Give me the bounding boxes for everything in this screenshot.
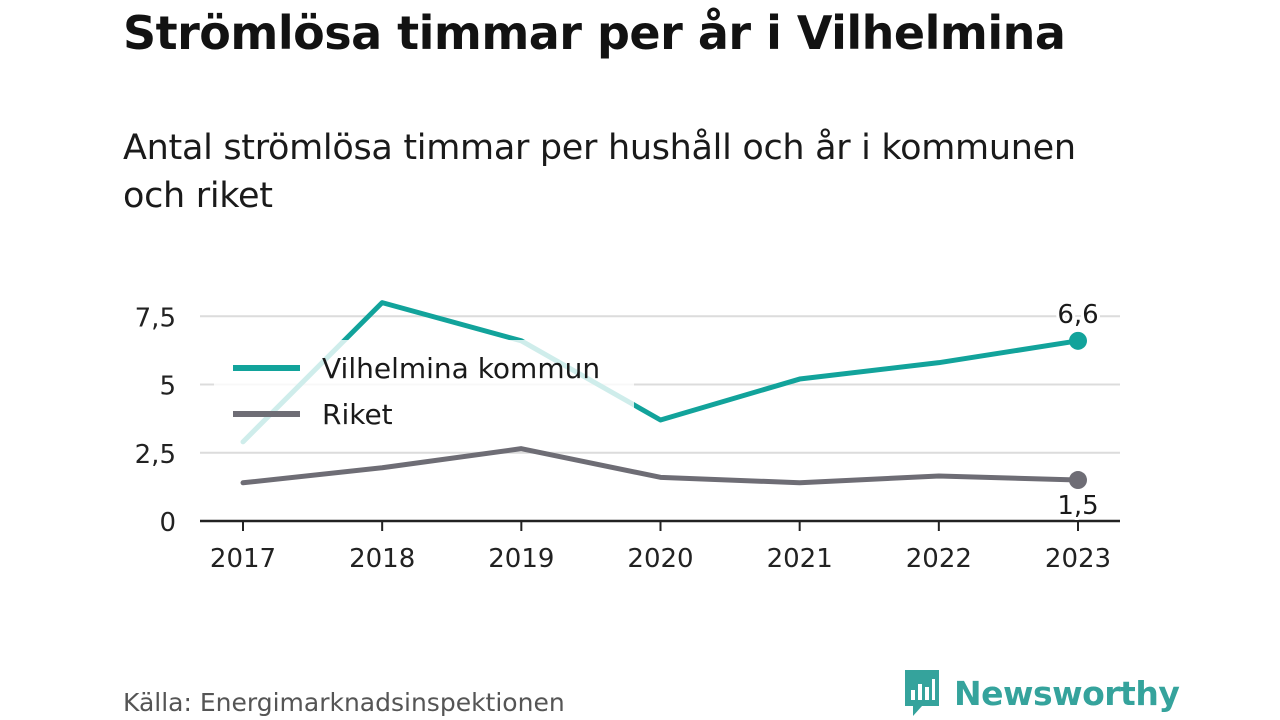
y-axis-tick-labels: 0 2,5 5 7,5: [135, 303, 176, 538]
x-tick-label: 2017: [210, 544, 276, 574]
series-end-point: [1069, 331, 1087, 350]
brand-logo: Newsworthy: [902, 668, 1180, 718]
end-value-label: 6,6: [1057, 300, 1098, 330]
source-note: Källa: Energimarknadsinspektionen: [123, 688, 565, 717]
x-tick-label: 2023: [1045, 544, 1111, 574]
x-tick-label: 2020: [627, 544, 693, 574]
brand-name: Newsworthy: [954, 673, 1180, 713]
legend-label: Vilhelmina kommun: [322, 352, 600, 385]
chart-subtitle: Antal strömlösa timmar per hushåll och å…: [123, 128, 1076, 216]
y-tick-label: 5: [159, 372, 176, 402]
chart-title: Strömlösa timmar per år i Vilhelmina: [123, 6, 1066, 60]
newsworthy-logo-icon: [905, 670, 939, 716]
x-tick-label: 2019: [488, 544, 554, 574]
y-tick-label: 0: [159, 508, 176, 538]
series-lines: [240, 300, 1087, 490]
y-tick-label: 7,5: [135, 303, 176, 333]
end-value-label: 1,5: [1057, 491, 1098, 521]
series-end-point: [1069, 471, 1087, 490]
end-labels: 6,6 1,5: [1054, 297, 1101, 524]
x-tick-label: 2021: [767, 544, 833, 574]
x-tick-label: 2022: [906, 544, 972, 574]
legend-backdrop: [214, 340, 634, 445]
legend: Vilhelmina kommun Riket: [214, 340, 634, 445]
x-axis: 2017 2018 2019 2020 2021 2022 2023: [200, 519, 1120, 574]
legend-label: Riket: [322, 398, 393, 431]
x-tick-label: 2018: [349, 544, 415, 574]
y-tick-label: 2,5: [135, 440, 176, 470]
series-line-vilhelmina-kommun: [240, 300, 1081, 445]
series-line-riket: [240, 446, 1081, 486]
